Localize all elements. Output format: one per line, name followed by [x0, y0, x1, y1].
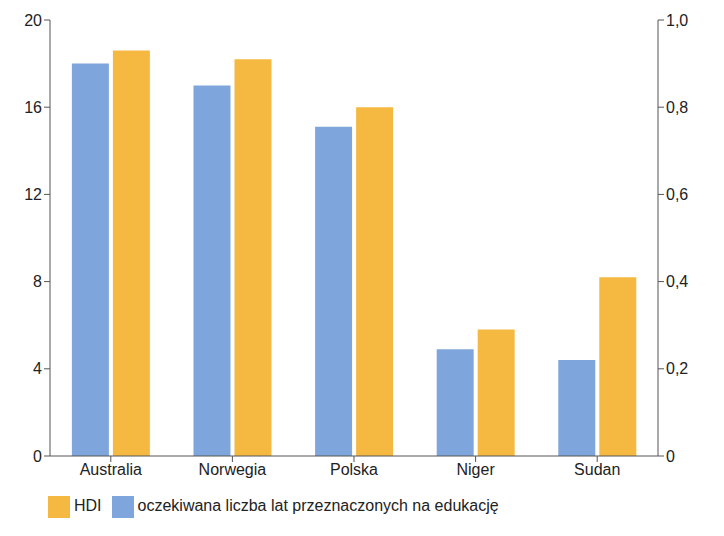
svg-text:Sudan: Sudan — [574, 461, 620, 478]
svg-text:Australia: Australia — [80, 461, 142, 478]
svg-text:20: 20 — [24, 12, 42, 29]
svg-text:8: 8 — [33, 273, 42, 290]
html-text:HDI: HDI — [74, 497, 102, 515]
svg-text:0: 0 — [33, 448, 42, 465]
html-text:oczekiwana liczba lat przeznac: oczekiwana liczba lat przeznaczonych na … — [137, 497, 499, 515]
svg-text:0,4: 0,4 — [666, 273, 688, 290]
svg-text:Niger: Niger — [456, 461, 495, 478]
svg-text:Norwegia: Norwegia — [199, 461, 267, 478]
svg-text:0,8: 0,8 — [666, 99, 688, 116]
svg-text:0,6: 0,6 — [666, 186, 688, 203]
svg-text:Polska: Polska — [330, 461, 378, 478]
svg-text:0,2: 0,2 — [666, 360, 688, 377]
svg-text:1,0: 1,0 — [666, 12, 688, 29]
svg-text:0: 0 — [666, 448, 675, 465]
svg-text:4: 4 — [33, 360, 42, 377]
svg-text:12: 12 — [24, 186, 42, 203]
svg-text:16: 16 — [24, 99, 42, 116]
